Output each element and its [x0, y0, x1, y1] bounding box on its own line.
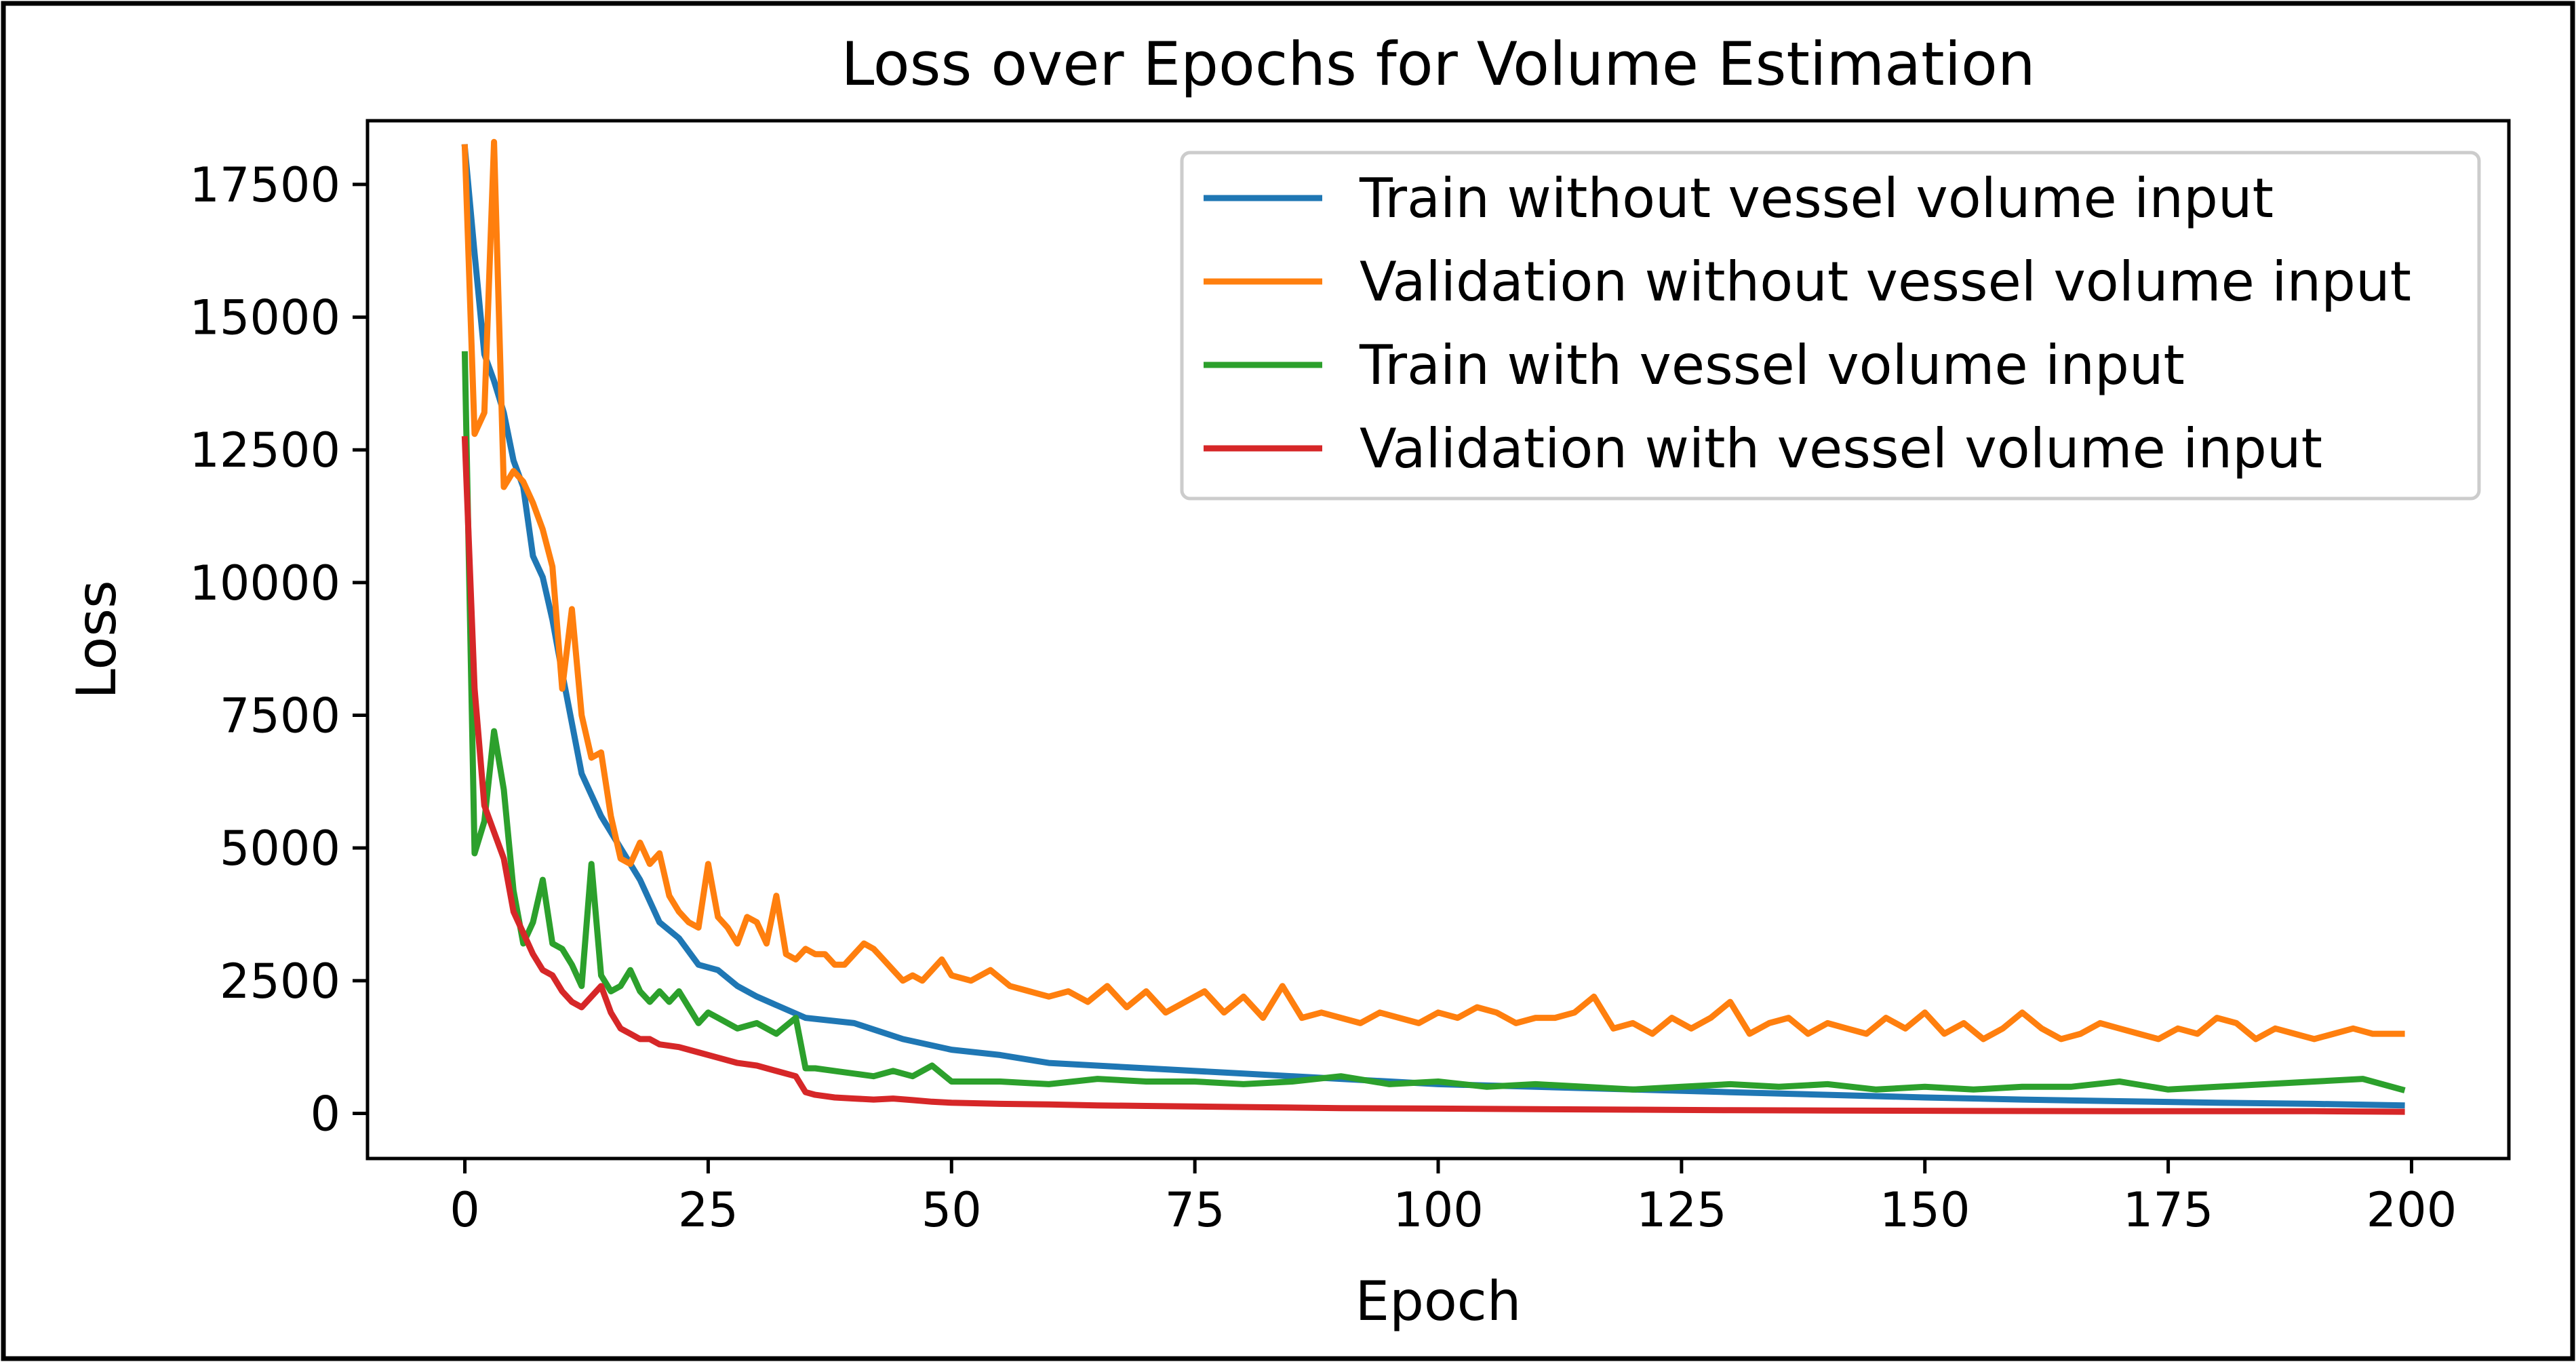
legend-label-2: Train with vessel volume input — [1359, 334, 2185, 397]
series-line-3 — [461, 435, 2405, 1115]
y-tick-label: 7500 — [220, 688, 340, 744]
series-line-2 — [461, 351, 2406, 1093]
legend-label-3: Validation with vessel volume input — [1360, 417, 2322, 480]
y-axis-ticks: 0 2500 5000 7500 10000 12500 15000 17500 — [189, 157, 368, 1142]
x-tick-label: 0 — [450, 1182, 480, 1238]
y-tick-label: 10000 — [189, 556, 340, 611]
plot-area — [461, 138, 2406, 1115]
x-axis-label: Epoch — [1355, 1270, 1522, 1333]
x-tick-label: 50 — [922, 1182, 982, 1238]
legend: Train without vessel volume input Validat… — [1180, 151, 2481, 501]
y-axis-label: Loss — [65, 580, 128, 699]
x-tick-label: 75 — [1165, 1182, 1225, 1238]
x-tick-label: 200 — [2366, 1182, 2457, 1238]
y-tick-label: 12500 — [189, 423, 340, 478]
x-tick-label: 25 — [678, 1182, 738, 1238]
chart-title: Loss over Epochs for Volume Estimation — [841, 29, 2035, 99]
y-tick-label: 5000 — [220, 821, 340, 876]
y-tick-label: 0 — [310, 1086, 340, 1142]
x-tick-label: 100 — [1393, 1182, 1484, 1238]
y-tick-label: 2500 — [220, 954, 340, 1009]
y-tick-label: 15000 — [189, 290, 340, 346]
legend-box — [1180, 151, 2481, 501]
legend-entries: Train without vessel volume input Validat… — [1204, 167, 2411, 480]
legend-label-0: Train without vessel volume input — [1359, 167, 2274, 230]
x-tick-label: 175 — [2123, 1182, 2214, 1238]
series-line-0 — [461, 144, 2405, 1109]
x-tick-label: 150 — [1880, 1182, 1970, 1238]
x-tick-label: 125 — [1636, 1182, 1727, 1238]
x-axis-ticks: 0 25 50 75 100 125 150 175 200 — [450, 1159, 2457, 1238]
y-tick-label: 17500 — [189, 157, 340, 213]
series-line-1 — [461, 138, 2405, 1043]
legend-label-1: Validation without vessel volume input — [1360, 250, 2411, 313]
